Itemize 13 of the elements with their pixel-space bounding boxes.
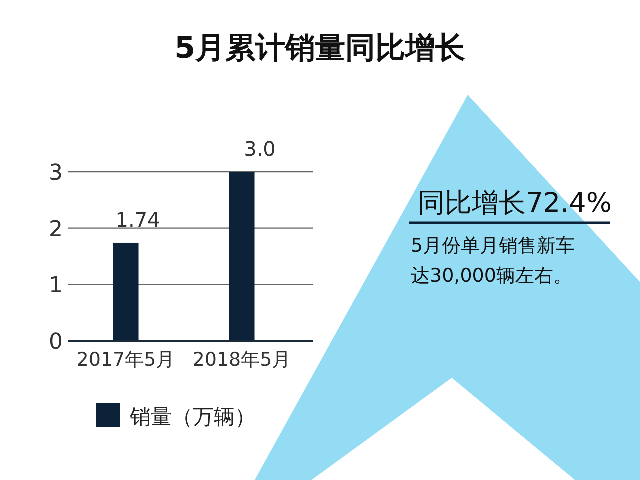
text: 5月份单月销售新车 xyxy=(411,235,576,257)
data-label: 1.74 xyxy=(116,208,160,232)
x-tick-label: 2018年5月 xyxy=(192,349,292,371)
y-tick-label: 3 xyxy=(49,161,63,186)
y-tick-label: 0 xyxy=(49,330,63,355)
legend-label: 销量（万辆） xyxy=(129,405,256,429)
data-label: 3.0 xyxy=(244,137,276,161)
y-tick-label: 1 xyxy=(49,274,63,299)
y-tick-label: 2 xyxy=(49,217,63,242)
text: 达30,000辆左右。 xyxy=(411,265,572,287)
text: 同比增长72.4% xyxy=(418,188,612,219)
chart-title: 5月累计销量同比增长 xyxy=(174,31,466,66)
x-tick-label: 2017年5月 xyxy=(76,349,176,371)
